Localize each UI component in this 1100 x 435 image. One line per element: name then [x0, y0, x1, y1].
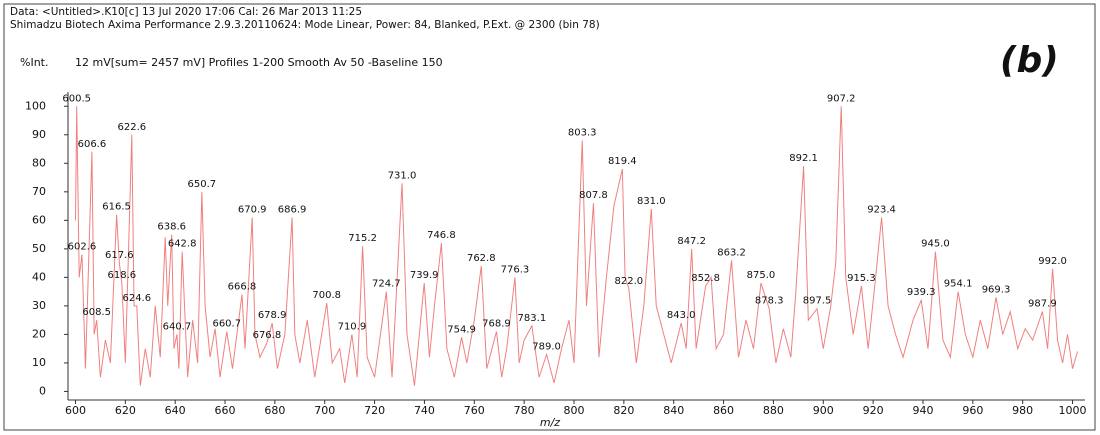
peak-label: 852.8	[691, 273, 720, 284]
peak-label: 987.9	[1028, 299, 1057, 310]
peak-label: 670.9	[238, 204, 267, 215]
panel-label: (b)	[1000, 40, 1059, 81]
subtitle: 12 mV[sum= 2457 mV] Profiles 1-200 Smoot…	[75, 56, 443, 69]
peak-label: 724.7	[372, 279, 401, 290]
peak-label: 897.5	[803, 296, 832, 307]
peak-label: 915.3	[847, 273, 876, 284]
peak-label: 622.6	[117, 122, 146, 133]
x-tick-label: 660	[215, 404, 236, 417]
peak-label: 954.1	[944, 279, 973, 290]
y-tick-label: 80	[32, 156, 46, 169]
x-tick-label: 980	[1012, 404, 1033, 417]
peak-label: 678.9	[258, 310, 287, 321]
peak-label: 650.7	[188, 179, 217, 190]
peak-label: 822.0	[615, 276, 644, 287]
peak-label: 642.8	[168, 239, 197, 250]
y-tick-label: 30	[32, 299, 46, 312]
peak-label: 969.3	[982, 284, 1011, 295]
y-tick-label: 100	[25, 99, 46, 112]
peak-label: 715.2	[348, 233, 377, 244]
peak-label: 731.0	[388, 170, 417, 181]
peak-label: 789.0	[532, 341, 561, 352]
y-tick-label: 50	[32, 242, 46, 255]
x-tick-label: 960	[962, 404, 983, 417]
peak-label: 776.3	[501, 264, 530, 275]
peak-label: 754.9	[447, 324, 476, 335]
peak-label: 907.2	[827, 93, 856, 104]
x-tick-label: 740	[414, 404, 435, 417]
x-tick-label: 720	[364, 404, 385, 417]
peak-label: 939.3	[907, 287, 936, 298]
peak-label: 768.9	[482, 319, 511, 330]
x-tick-label: 760	[464, 404, 485, 417]
x-tick-label: 920	[863, 404, 884, 417]
peak-label: 878.3	[755, 296, 784, 307]
x-tick-label: 780	[514, 404, 535, 417]
header-line: Shimadzu Biotech Axima Performance 2.9.3…	[10, 19, 600, 31]
peak-label: 606.6	[78, 139, 107, 150]
peak-label: 640.7	[163, 321, 192, 332]
x-tick-label: 600	[65, 404, 86, 417]
spectrum-line	[74, 106, 1079, 386]
header-line: Data: <Untitled>.K10[c] 13 Jul 2020 17:0…	[10, 6, 362, 18]
peak-label: 831.0	[637, 196, 666, 207]
peak-label: 783.1	[518, 313, 547, 324]
peak-label: 803.3	[568, 127, 597, 138]
y-axis-label: %Int.	[20, 56, 48, 69]
peak-label: 992.0	[1038, 256, 1067, 267]
y-tick-label: 70	[32, 185, 46, 198]
peak-label: 807.8	[579, 190, 608, 201]
peak-label: 617.6	[105, 250, 134, 261]
peak-label: 847.2	[677, 236, 706, 247]
peak-label: 710.9	[338, 321, 367, 332]
x-tick-label: 900	[813, 404, 834, 417]
peak-label: 819.4	[608, 156, 637, 167]
y-tick-label: 0	[39, 384, 46, 397]
peak-label: 602.6	[68, 242, 97, 253]
x-tick-label: 680	[264, 404, 285, 417]
y-tick-label: 10	[32, 356, 46, 369]
peak-label: 600.5	[62, 93, 91, 104]
x-tick-label: 800	[564, 404, 585, 417]
x-tick-label: 640	[165, 404, 186, 417]
peak-label: 660.7	[212, 319, 241, 330]
frame	[3, 3, 1096, 431]
peak-label: 892.1	[789, 153, 818, 164]
peak-label: 945.0	[921, 239, 950, 250]
peak-label: 624.6	[122, 293, 151, 304]
y-tick-label: 90	[32, 128, 46, 141]
x-axis-label: m/z	[540, 416, 560, 429]
x-tick-label: 840	[663, 404, 684, 417]
peak-label: 638.6	[157, 222, 186, 233]
peak-label: 666.8	[228, 281, 257, 292]
peak-label: 843.0	[667, 310, 696, 321]
x-tick-label: 820	[613, 404, 634, 417]
peak-label: 686.9	[278, 204, 307, 215]
peak-label: 739.9	[410, 270, 439, 281]
peak-label: 746.8	[427, 230, 456, 241]
peak-label: 923.4	[867, 204, 896, 215]
peak-label: 863.2	[717, 247, 746, 258]
x-tick-label: 880	[763, 404, 784, 417]
x-tick-label: 700	[314, 404, 335, 417]
x-tick-label: 1000	[1059, 404, 1087, 417]
y-tick-label: 40	[32, 270, 46, 283]
peak-label: 676.8	[253, 330, 282, 341]
x-tick-label: 940	[912, 404, 933, 417]
y-tick-label: 20	[32, 327, 46, 340]
peak-label: 616.5	[102, 202, 131, 213]
peak-label: 608.5	[82, 307, 111, 318]
peak-label: 875.0	[747, 270, 776, 281]
x-tick-label: 860	[713, 404, 734, 417]
peak-label: 700.8	[312, 290, 341, 301]
y-tick-label: 60	[32, 213, 46, 226]
peak-label: 762.8	[467, 253, 496, 264]
peak-label: 618.6	[108, 270, 137, 281]
x-tick-label: 620	[115, 404, 136, 417]
